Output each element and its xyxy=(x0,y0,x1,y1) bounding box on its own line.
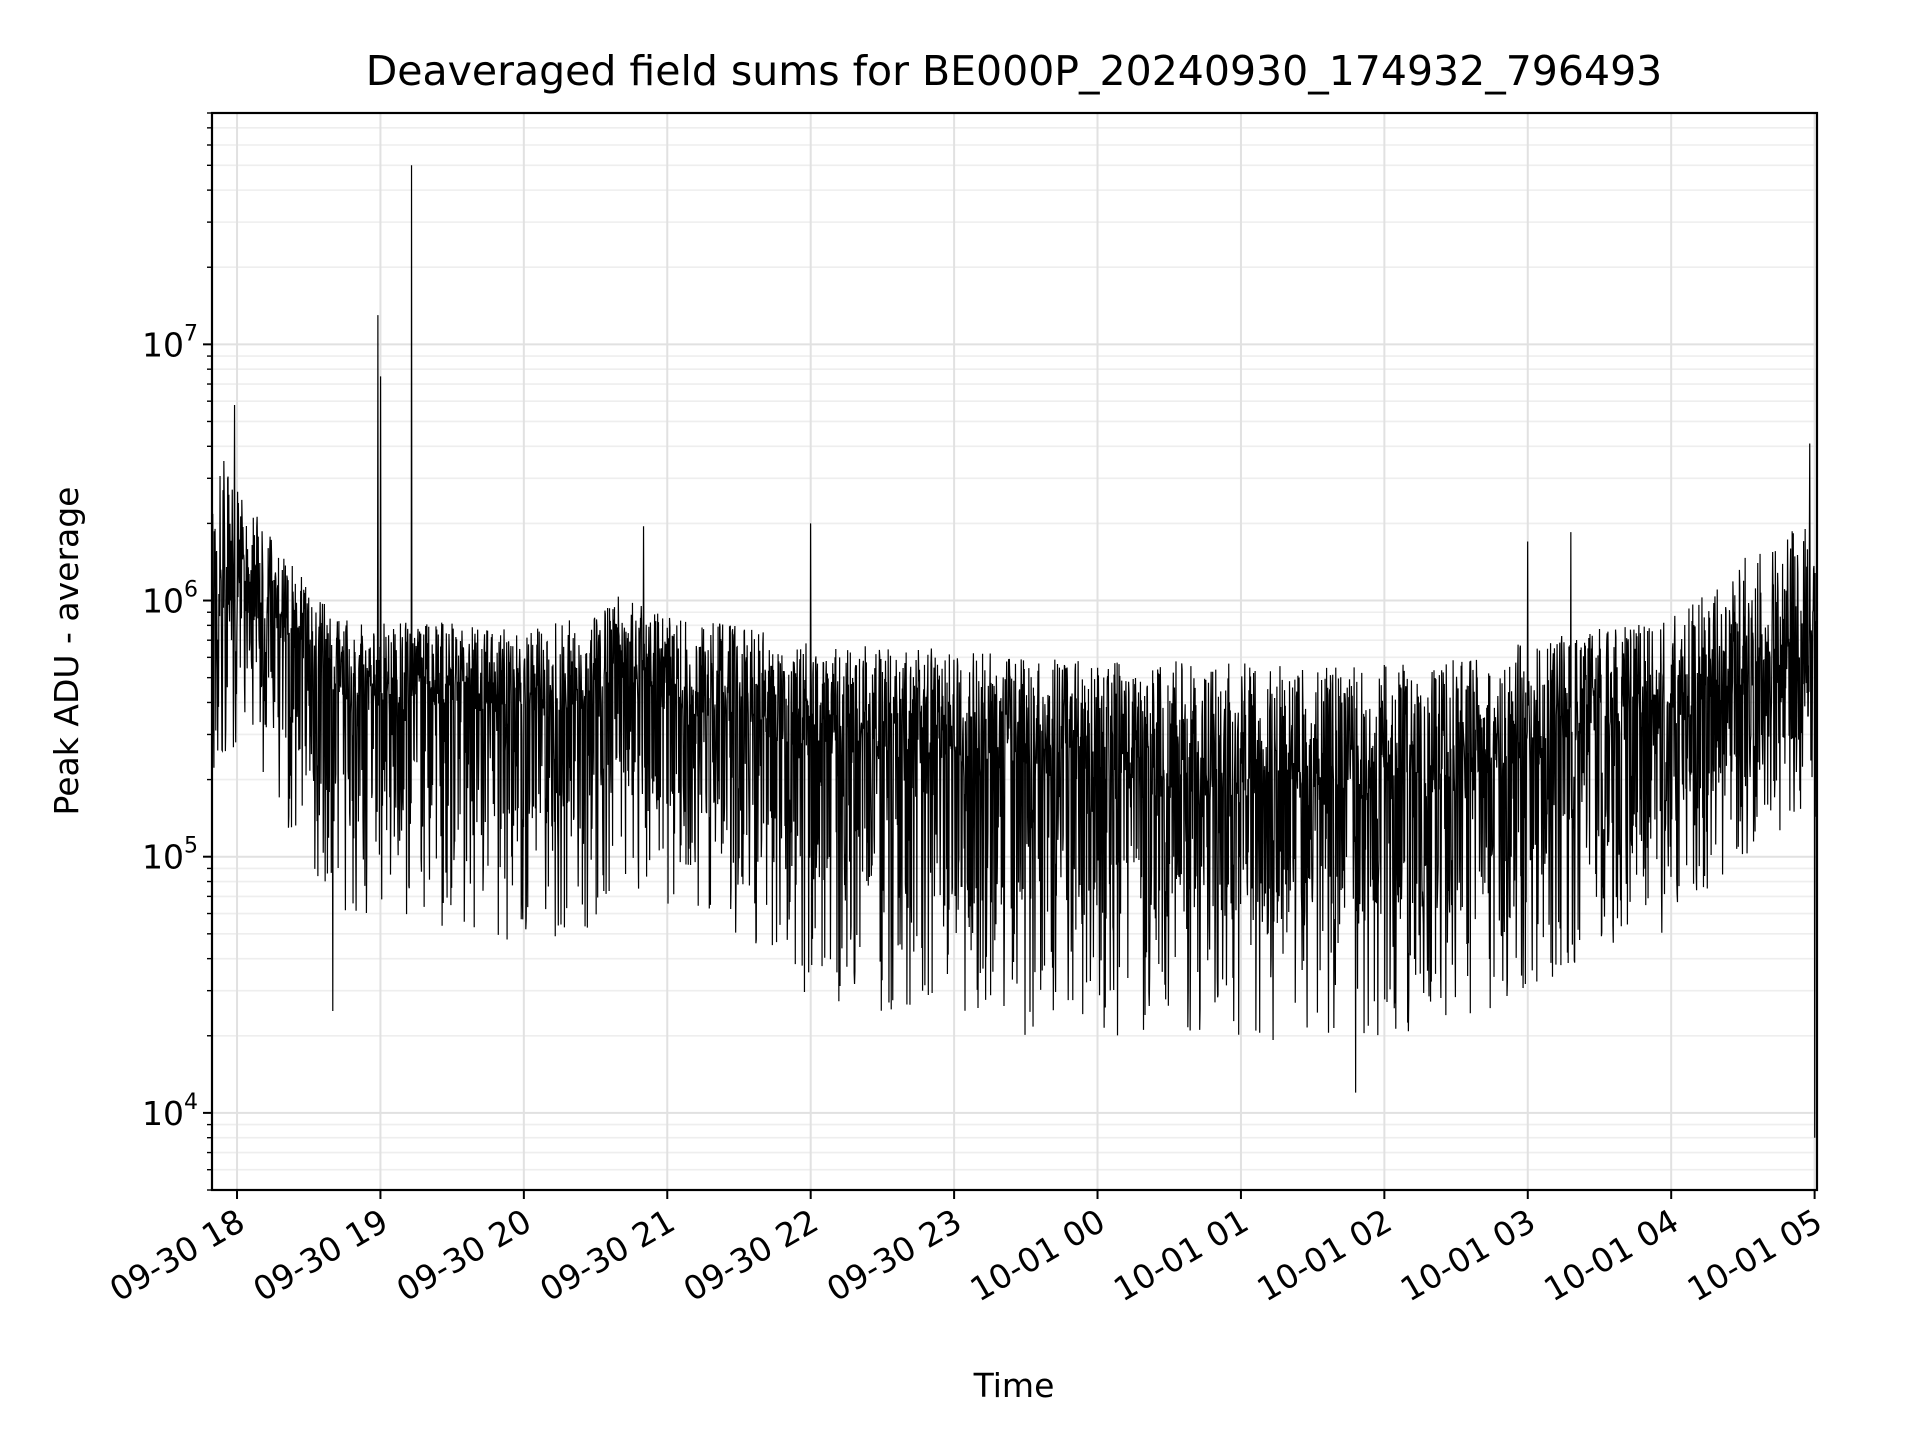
data-series xyxy=(211,165,1818,1138)
x-axis-label: Time xyxy=(973,1366,1055,1405)
y-tick-exponent: 5 xyxy=(184,834,198,859)
plot-frame xyxy=(210,111,1819,1192)
y-tick-exponent: 6 xyxy=(184,578,198,603)
y-tick-label: 104 xyxy=(142,1090,198,1133)
y-tick-exponent: 7 xyxy=(184,321,198,346)
y-tick-label: 107 xyxy=(142,321,198,364)
chart-title: Deaveraged field sums for BE000P_2024093… xyxy=(366,47,1663,95)
y-axis-label: Peak ADU - average xyxy=(47,487,86,816)
series-line xyxy=(211,165,1818,1138)
y-tick-exponent: 4 xyxy=(184,1090,198,1115)
